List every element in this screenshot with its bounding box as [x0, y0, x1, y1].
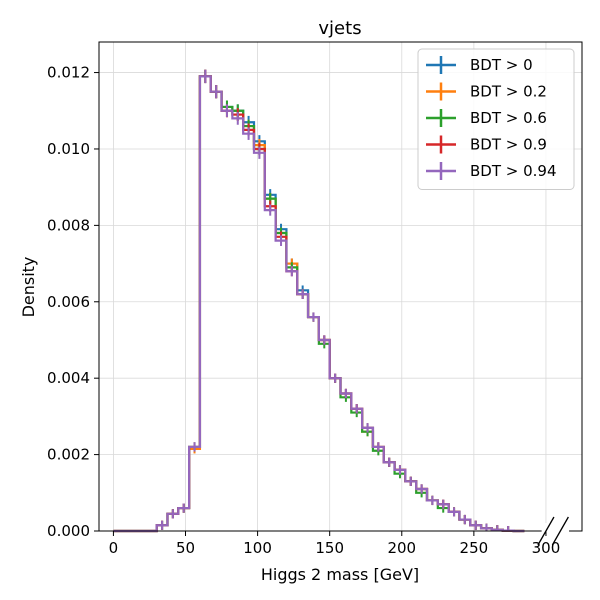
- y-tick-label: 0.004: [47, 369, 90, 387]
- x-tick-label: 50: [176, 539, 195, 557]
- y-tick-label: 0.010: [47, 140, 90, 158]
- legend-label: BDT > 0.6: [470, 109, 547, 127]
- x-axis-label: Higgs 2 mass [GeV]: [261, 565, 419, 584]
- legend-item: BDT > 0.6: [426, 109, 547, 127]
- legend-label: BDT > 0: [470, 56, 533, 74]
- y-tick-label: 0.002: [47, 446, 90, 464]
- y-tick-label: 0.006: [47, 293, 90, 311]
- x-tick-label: 300: [532, 539, 561, 557]
- axis-break-mark: [551, 516, 569, 546]
- x-axis-ticks: 0 50 100 150 200 250 300: [109, 531, 561, 557]
- series-step-line: [113, 75, 525, 533]
- legend-item: BDT > 0.94: [426, 162, 557, 180]
- chart-title: vjets: [318, 18, 361, 39]
- legend-label: BDT > 0.2: [470, 83, 547, 101]
- legend-label: BDT > 0.94: [470, 162, 557, 180]
- y-axis-ticks: 0.000 0.002 0.004 0.006 0.008 0.010 0.012: [47, 64, 99, 540]
- plot-area: [113, 69, 525, 533]
- legend-item: BDT > 0: [426, 56, 533, 74]
- legend-label: BDT > 0.9: [470, 136, 547, 154]
- y-tick-label: 0.000: [47, 522, 90, 540]
- axes-frame: [98, 41, 583, 532]
- legend-item: BDT > 0.9: [426, 135, 547, 154]
- x-tick-label: 100: [243, 539, 272, 557]
- x-tick-label: 0: [109, 539, 119, 557]
- legend: BDT > 0 BDT > 0.2 BDT > 0.6 BDT > 0.9 BDT > …: [417, 48, 575, 190]
- x-tick-label: 250: [460, 539, 489, 557]
- y-tick-label: 0.008: [47, 216, 90, 234]
- x-tick-label: 200: [387, 539, 416, 557]
- y-axis-label: Density: [19, 257, 38, 318]
- x-tick-label: 150: [315, 539, 344, 557]
- legend-box: [417, 48, 575, 190]
- y-tick-label: 0.012: [47, 64, 90, 82]
- series-4: [113, 69, 525, 533]
- legend-item: BDT > 0.2: [426, 82, 547, 101]
